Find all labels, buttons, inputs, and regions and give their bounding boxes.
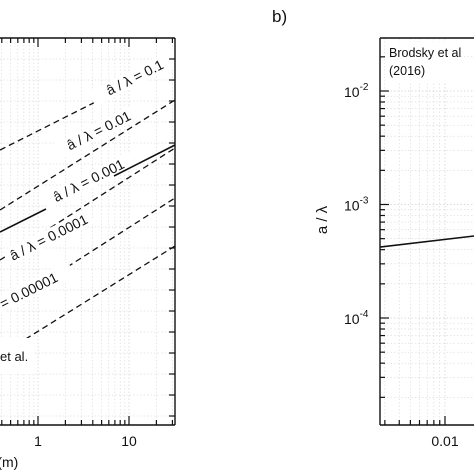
- panel-a-guide-label-background: [0, 261, 76, 320]
- panel-a-guide-line: [0, 99, 176, 211]
- panel-a-guide-label-background: [2, 208, 96, 267]
- panel-b-legend-line-2: (2016): [389, 64, 425, 78]
- panel-a-labels: 1 10 h (m) et al.: [0, 338, 137, 470]
- panel-a-x-axis-label: h (m): [0, 454, 18, 470]
- panel-a-legend-box: [0, 338, 34, 374]
- panel-b-grid: [380, 38, 474, 425]
- panel-a-grid: [0, 38, 175, 425]
- panel-a-axes: [0, 37, 176, 426]
- panel-b-y-axis-label: a / λ: [314, 205, 331, 234]
- panel-b-labels: b) a / λ 0.01 10-2 10-3 10-4 Brodsky et al (…: [272, 7, 461, 449]
- panel-b-y-tick-label: 10-3: [344, 196, 369, 214]
- panel-a-guide-line: [0, 245, 176, 356]
- panel-a-guide-label-background: [88, 48, 182, 107]
- panel-b-axes: [379, 37, 474, 426]
- panel-b-legend-box: [385, 42, 453, 82]
- panel-a-x-tick-label: 1: [34, 433, 42, 449]
- panel-a-x-tick-label: 10: [121, 433, 137, 449]
- panel-b-y-tick-label: 10-2: [344, 82, 369, 100]
- panel-b-x-tick-label: 0.01: [431, 433, 458, 449]
- panel-a-series: [0, 144, 176, 233]
- panel-a-legend-text: et al.: [0, 349, 28, 364]
- panel-b-series-line: [379, 235, 474, 248]
- panel-a-series-line: [0, 208, 47, 233]
- panel-b-series: [379, 235, 474, 248]
- panel-a-guide-label-background: [52, 101, 146, 160]
- panel-b: b) a / λ 0.01 10-2 10-3 10-4 Brodsky et al (…: [272, 7, 474, 449]
- panel-b-letter: b): [272, 7, 287, 26]
- panel-b-legend-line-1: Brodsky et al: [389, 46, 461, 60]
- panel-a-series-line: [113, 144, 176, 177]
- panel-b-y-tick-label: 10-4: [344, 309, 369, 327]
- panel-a-guide-label-background: [42, 151, 136, 210]
